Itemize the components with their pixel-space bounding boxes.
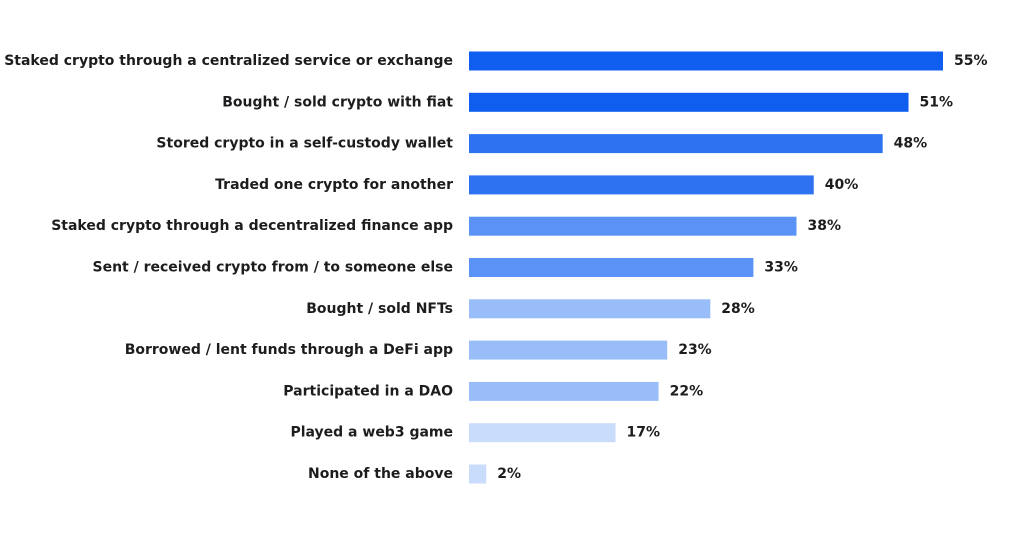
bar-row: Staked crypto through a centralized serv… (4, 51, 988, 71)
bar-row: Traded one crypto for another 40% (215, 175, 859, 195)
category-label: Staked crypto through a centralized serv… (4, 53, 453, 69)
category-label: None of the above (308, 466, 453, 482)
value-label: 38% (807, 218, 841, 234)
bar (469, 381, 659, 401)
bar-row: Borrowed / lent funds through a DeFi app… (125, 340, 712, 360)
bar-row: Stored crypto in a self-custody wallet 48… (156, 134, 928, 154)
bar (469, 340, 668, 360)
bar (469, 258, 754, 277)
bar (469, 423, 616, 443)
category-label: Borrowed / lent funds through a DeFi app (125, 342, 453, 358)
bar-row: Bought / sold NFTs 28% (306, 299, 755, 319)
value-label: 22% (670, 383, 704, 399)
category-label: Played a web3 game (290, 425, 453, 441)
value-label: 33% (764, 260, 798, 276)
bar (469, 175, 814, 195)
value-label: 23% (678, 342, 712, 358)
value-label: 2% (497, 466, 521, 482)
bar-row: Played a web3 game 17% (290, 423, 661, 443)
category-label: Bought / sold NFTs (306, 301, 453, 317)
bar-row: Staked crypto through a decentralized fi… (51, 216, 841, 236)
bar (469, 216, 797, 236)
bar-row: Bought / sold crypto with fiat 51% (222, 92, 954, 112)
value-label: 17% (627, 425, 661, 441)
value-label: 51% (920, 94, 954, 110)
category-label: Staked crypto through a decentralized fi… (51, 218, 453, 234)
category-label: Traded one crypto for another (215, 177, 453, 193)
value-label: 48% (894, 136, 928, 152)
category-label: Sent / received crypto from / to someone… (93, 260, 454, 276)
value-label: 40% (825, 177, 859, 193)
category-label: Participated in a DAO (283, 383, 453, 399)
bar (469, 299, 711, 319)
bar (469, 464, 487, 484)
bar-row: Sent / received crypto from / to someone… (93, 258, 798, 277)
bar (469, 51, 943, 71)
value-label: 28% (721, 301, 755, 317)
bar-row: None of the above 2% (308, 464, 521, 484)
bar (469, 92, 909, 112)
bar (469, 134, 883, 154)
bar-row: Participated in a DAO 22% (283, 381, 704, 401)
category-label: Bought / sold crypto with fiat (222, 94, 453, 110)
category-label: Stored crypto in a self-custody wallet (156, 136, 453, 152)
value-label: 55% (954, 53, 988, 69)
